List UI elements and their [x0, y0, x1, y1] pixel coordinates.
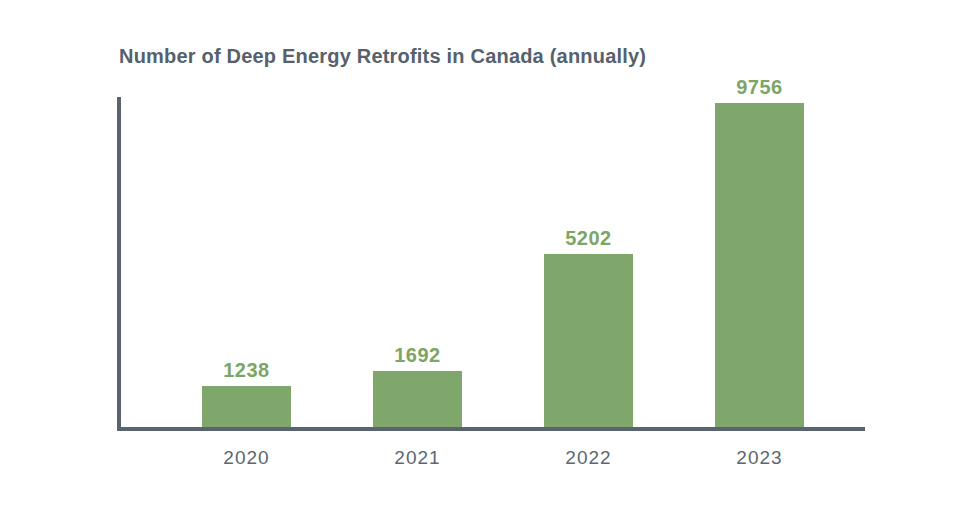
- x-tick-label-2020: 2020: [172, 447, 321, 469]
- bar-value-label-2022: 5202: [514, 227, 663, 249]
- x-tick-label-2021: 2021: [343, 447, 492, 469]
- bar-value-label-2021: 1692: [343, 344, 492, 366]
- chart-title: Number of Deep Energy Retrofits in Canad…: [119, 45, 646, 68]
- bar-2021: [373, 371, 462, 427]
- bar-2020: [202, 386, 291, 427]
- bar-2022: [544, 254, 633, 427]
- bar-value-label-2023: 9756: [685, 76, 834, 98]
- x-tick-label-2022: 2022: [514, 447, 663, 469]
- plot-area: 12382020169220215202202297562023: [117, 97, 865, 431]
- bar-value-label-2020: 1238: [172, 359, 321, 381]
- x-tick-label-2023: 2023: [685, 447, 834, 469]
- chart-canvas: Number of Deep Energy Retrofits in Canad…: [0, 0, 980, 512]
- bar-2023: [715, 103, 804, 427]
